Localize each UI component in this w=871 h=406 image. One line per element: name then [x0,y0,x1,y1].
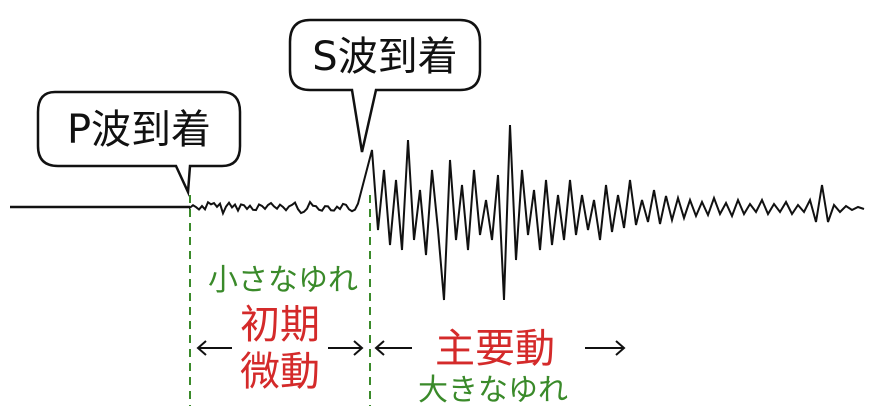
small-shaking-label: 小さなゆれ [208,263,358,298]
initial-tremor-line1: 初期 [240,302,320,348]
initial-tremor-line2: 微動 [240,349,320,395]
s-wave-bubble [288,18,482,153]
seismogram-trace [189,124,865,301]
p-wave-bubble [36,90,242,197]
main-motion-label: 主要動 [435,326,555,372]
s-wave-label: S波到着 [312,34,457,80]
initial-tremor-arrow [196,340,364,356]
main-motion-arrow [374,340,626,356]
p-wave-label: P波到着 [67,107,211,153]
p-wave-callout: P波到着 [36,90,242,197]
large-shaking-label: 大きなゆれ [418,373,568,406]
s-wave-callout: S波到着 [288,18,482,153]
